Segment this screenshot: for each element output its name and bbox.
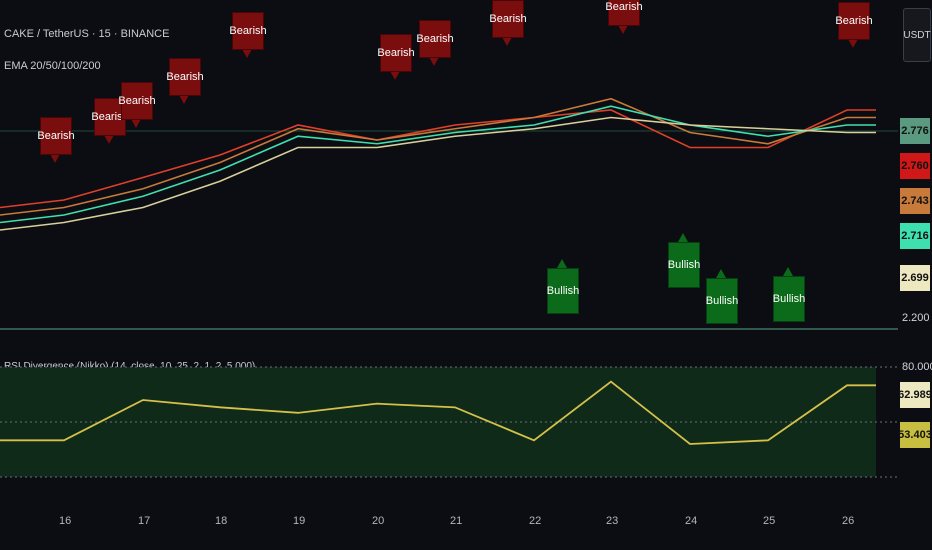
bearish-signal[interactable]: Bearish — [377, 34, 415, 72]
bearish-pointer — [179, 95, 189, 104]
bearish-pointer — [50, 154, 60, 163]
ema-indicator-title[interactable]: EMA 20/50/100/200 — [4, 60, 101, 72]
price-label: 2.699 — [900, 265, 930, 291]
bearish-signal[interactable]: Bearish — [416, 20, 454, 58]
x-tick-label: 23 — [606, 515, 619, 527]
bearish-pointer — [390, 71, 400, 80]
bearish-pointer — [242, 49, 252, 58]
x-tick-label: 22 — [529, 515, 542, 527]
price-label: 2.760 — [900, 153, 930, 179]
bearish-signal[interactable]: Bearish — [37, 117, 75, 155]
rsi-axis-top: 80.000 — [902, 361, 932, 373]
x-tick-label: 16 — [59, 515, 72, 527]
ema-line — [0, 116, 876, 231]
price-label: 2.776 — [900, 118, 930, 144]
x-tick-label: 26 — [842, 515, 855, 527]
x-tick-label: 17 — [138, 515, 151, 527]
rsi-ma-label: 53.403 — [898, 422, 932, 448]
bearish-signal[interactable]: Bearish — [166, 58, 204, 96]
bearish-signal[interactable]: Bearish — [229, 12, 267, 50]
bullish-pointer — [783, 267, 793, 276]
ema-line — [0, 109, 876, 209]
x-tick-label: 20 — [372, 515, 385, 527]
x-tick-label: 25 — [763, 515, 776, 527]
bullish-signal[interactable]: Bullish — [668, 242, 700, 288]
ema-line — [0, 97, 876, 216]
bullish-pointer — [557, 259, 567, 268]
bullish-signal[interactable]: Bullish — [547, 268, 579, 314]
bullish-signal[interactable]: Bullish — [773, 276, 805, 322]
bearish-pointer — [848, 39, 858, 48]
x-tick-label: 24 — [685, 515, 698, 527]
rsi-value-label: 62.989 — [898, 382, 932, 408]
bullish-pointer — [678, 233, 688, 242]
symbol-title[interactable]: CAKE / TetherUS · 15 · BINANCE — [4, 28, 170, 40]
price-label: 2.743 — [900, 188, 930, 214]
bearish-pointer — [618, 25, 628, 34]
bearish-signal[interactable]: Bearish — [489, 0, 527, 38]
bearish-signal[interactable]: Bearish — [605, 0, 643, 26]
currency-button[interactable]: USDT — [903, 8, 931, 62]
bearish-signal[interactable]: Bearish — [118, 82, 156, 120]
bearish-pointer — [104, 135, 114, 144]
bearish-pointer — [502, 37, 512, 46]
bearish-pointer — [429, 57, 439, 66]
bearish-signal[interactable]: Bearish — [91, 98, 129, 136]
price-axis-bottom: 2.200 — [902, 312, 930, 324]
bearish-signal[interactable]: Bearish — [835, 2, 873, 40]
x-tick-label: 18 — [215, 515, 228, 527]
bullish-signal[interactable]: Bullish — [706, 278, 738, 324]
bullish-pointer — [716, 269, 726, 278]
price-label: 2.716 — [900, 223, 930, 249]
rsi-line — [0, 380, 876, 445]
rsi-indicator-title[interactable]: RSI Divergence (Nikko) (14, close, 10, 2… — [4, 361, 256, 372]
bearish-pointer — [131, 119, 141, 128]
ema-line — [0, 105, 876, 224]
x-tick-label: 19 — [293, 515, 306, 527]
x-tick-label: 21 — [450, 515, 463, 527]
